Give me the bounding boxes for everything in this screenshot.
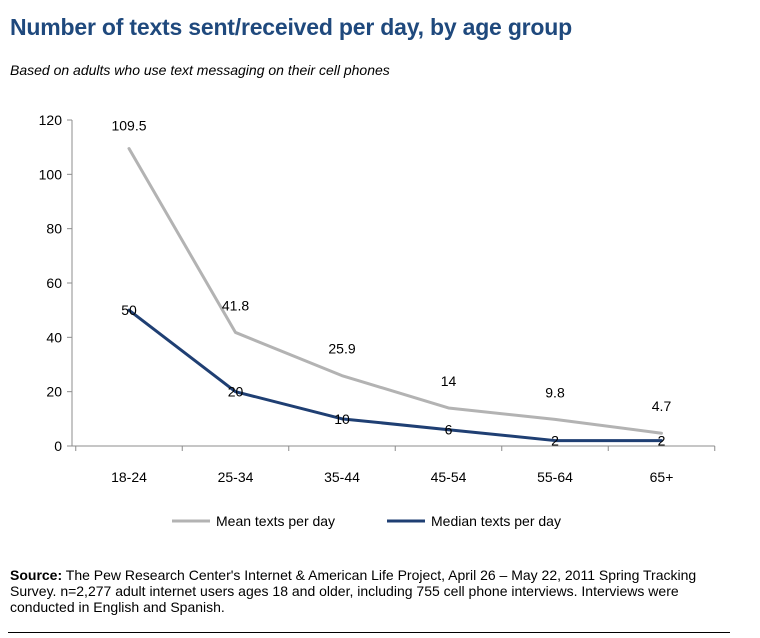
mean-series-line: [127, 147, 663, 435]
legend-median-label: Median texts per day: [431, 513, 561, 529]
y-tick-label: 40: [46, 329, 62, 345]
source-text: The Pew Research Center's Internet & Ame…: [10, 567, 697, 615]
median-data-label: 2: [658, 433, 666, 449]
bottom-rule: [8, 632, 730, 633]
mean-data-label: 14: [441, 373, 457, 389]
chart-subtitle: Based on adults who use text messaging o…: [10, 62, 390, 78]
mean-data-label: 9.8: [545, 384, 565, 400]
x-tick-label: 45-54: [431, 469, 467, 485]
y-tick-label: 80: [46, 221, 62, 237]
y-tick-label: 120: [39, 112, 63, 128]
x-tick-label: 65+: [650, 469, 674, 485]
median-series-line: [127, 308, 663, 443]
legend-mean-label: Mean texts per day: [216, 513, 335, 529]
y-tick-label: 100: [39, 166, 63, 182]
mean-data-label: 25.9: [328, 341, 355, 357]
median-data-label: 10: [334, 411, 350, 427]
median-data-label: 6: [445, 422, 453, 438]
mean-data-label: 4.7: [652, 398, 672, 414]
x-tick-label: 18-24: [111, 469, 147, 485]
y-tick-label: 60: [46, 275, 62, 291]
mean-data-label: 109.5: [111, 118, 146, 134]
mean-data-label: 41.8: [222, 297, 249, 313]
x-tick-label: 25-34: [218, 469, 254, 485]
y-tick-label: 20: [46, 384, 62, 400]
y-tick-label: 0: [54, 438, 62, 454]
chart-title: Number of texts sent/received per day, b…: [10, 14, 572, 40]
x-tick-label: 35-44: [324, 469, 360, 485]
line-chart: 0 20 40 60 80 100 120 18-24 25-34 35-44 45-54 55-64…: [39, 112, 716, 529]
median-data-label: 2: [551, 433, 559, 449]
median-data-label: 50: [121, 302, 137, 318]
source-note: Source: The Pew Research Center's Intern…: [10, 567, 730, 615]
source-label: Source:: [10, 567, 63, 583]
x-tick-label: 55-64: [537, 469, 573, 485]
median-data-label: 20: [228, 384, 244, 400]
